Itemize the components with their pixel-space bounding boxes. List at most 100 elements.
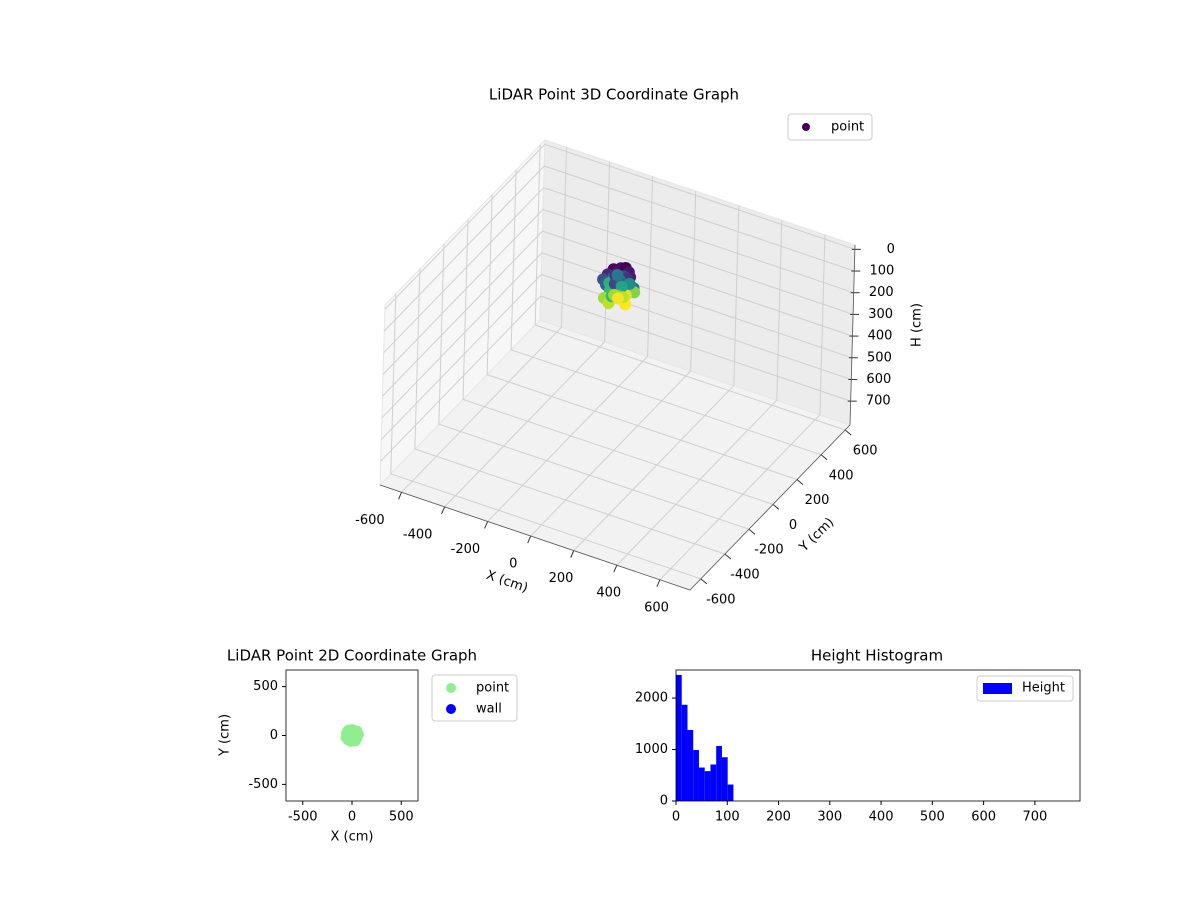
y-tick-label: 0	[270, 728, 278, 743]
x-tick-label: 600	[971, 810, 996, 825]
point	[611, 292, 624, 305]
y-tick-label: 0	[789, 518, 797, 533]
y-tick	[748, 528, 756, 535]
x-tick-label: 300	[817, 810, 842, 825]
y-tick-label: -500	[248, 777, 278, 792]
y-tick	[844, 429, 852, 436]
x-tick-label: -400	[403, 527, 433, 542]
x-tick-label: 0	[672, 810, 680, 825]
axis-line	[849, 244, 856, 426]
x-tick-label: 500	[389, 810, 414, 825]
y-tick-label: 600	[853, 443, 878, 458]
grid-line	[530, 190, 697, 537]
z-tick-label: 500	[867, 350, 892, 365]
y-tick-label: 400	[829, 468, 854, 483]
grid-line	[444, 161, 611, 508]
x-tick-label: -500	[288, 810, 318, 825]
grid-line	[534, 144, 846, 431]
legend-marker	[446, 704, 456, 714]
x-tick-label: 400	[869, 810, 894, 825]
grid-line	[616, 220, 783, 566]
x-tick	[656, 579, 661, 587]
bar	[716, 745, 722, 801]
bar	[698, 767, 705, 801]
grid-line	[382, 208, 854, 375]
bar	[721, 757, 728, 801]
legend-marker	[446, 683, 456, 693]
x-tick	[484, 521, 489, 529]
point	[615, 280, 628, 293]
z-tick-label: 100	[869, 264, 894, 279]
grid-line	[462, 219, 774, 505]
x-tick-label: -200	[451, 542, 481, 557]
x-tick-label: 200	[766, 810, 791, 825]
y-tick	[796, 479, 804, 485]
bar	[693, 750, 699, 801]
legend-label: Height	[1022, 681, 1065, 696]
z-axis-label: H (cm)	[910, 303, 925, 347]
grid-line	[380, 295, 851, 462]
z-tick-label: 700	[866, 394, 891, 409]
y-tick-label: -400	[730, 568, 760, 583]
x-axis-label: X (cm)	[331, 830, 374, 845]
x-tick-label: 200	[549, 571, 574, 586]
point	[611, 269, 624, 282]
legend-label: point	[831, 120, 864, 135]
chart-title: LiDAR Point 3D Coordinate Graph	[489, 86, 739, 104]
grid-line	[510, 169, 822, 456]
grid-line	[401, 147, 567, 493]
z-tick-label: 400	[868, 329, 893, 344]
chart-title: LiDAR Point 2D Coordinate Graph	[227, 647, 477, 665]
y-tick-label: 200	[805, 493, 830, 508]
legend-marker	[802, 123, 810, 131]
y-axis-label: Y (cm)	[218, 714, 233, 757]
y-tick-label: 500	[253, 679, 278, 694]
axis-line	[689, 424, 851, 591]
y-axis-label: Y (cm)	[796, 515, 837, 556]
x-tick	[570, 550, 575, 558]
grid-line	[487, 176, 654, 522]
chart-title: Height Histogram	[811, 647, 943, 665]
x-tick	[613, 565, 618, 573]
x-tick-label: 400	[596, 586, 621, 601]
legend-box	[787, 113, 873, 141]
bar	[704, 771, 711, 801]
x-tick-label: 0	[348, 810, 356, 825]
y-tick	[820, 454, 828, 461]
bar	[687, 729, 694, 801]
legend-patch	[983, 683, 1012, 694]
bar	[676, 674, 682, 801]
bar	[727, 784, 734, 801]
legend-label: point	[476, 681, 509, 696]
grid-line	[384, 143, 856, 310]
grid-line	[486, 194, 798, 481]
y-tick	[772, 504, 780, 510]
grid-line	[659, 234, 826, 581]
grid-line	[383, 165, 855, 332]
grid-line	[382, 230, 853, 397]
x-tick	[441, 506, 446, 515]
x-axis-label: X (cm)	[484, 568, 530, 596]
grid-line	[381, 252, 853, 419]
grid-line	[383, 187, 854, 354]
legend-label: wall	[476, 702, 502, 717]
grid-line	[573, 205, 740, 551]
z-tick-label: 200	[869, 285, 894, 300]
z-tick-label: 0	[887, 242, 895, 257]
grid-line	[414, 268, 726, 555]
z-tick-label: 300	[868, 307, 893, 322]
x-tick-label: 700	[1022, 810, 1047, 825]
axis-line	[379, 484, 691, 591]
y-tick	[724, 553, 732, 560]
grid-line	[438, 244, 750, 530]
x-tick-label: 500	[920, 810, 945, 825]
y-tick-label: -600	[706, 592, 736, 607]
y-tick-label: 2000	[635, 691, 668, 706]
legend-box	[976, 675, 1074, 702]
bar	[681, 704, 688, 801]
y-tick	[700, 578, 708, 585]
x-tick-label: 600	[644, 600, 669, 615]
y-tick-label: 1000	[635, 742, 668, 757]
x-tick-label: 0	[509, 557, 517, 572]
